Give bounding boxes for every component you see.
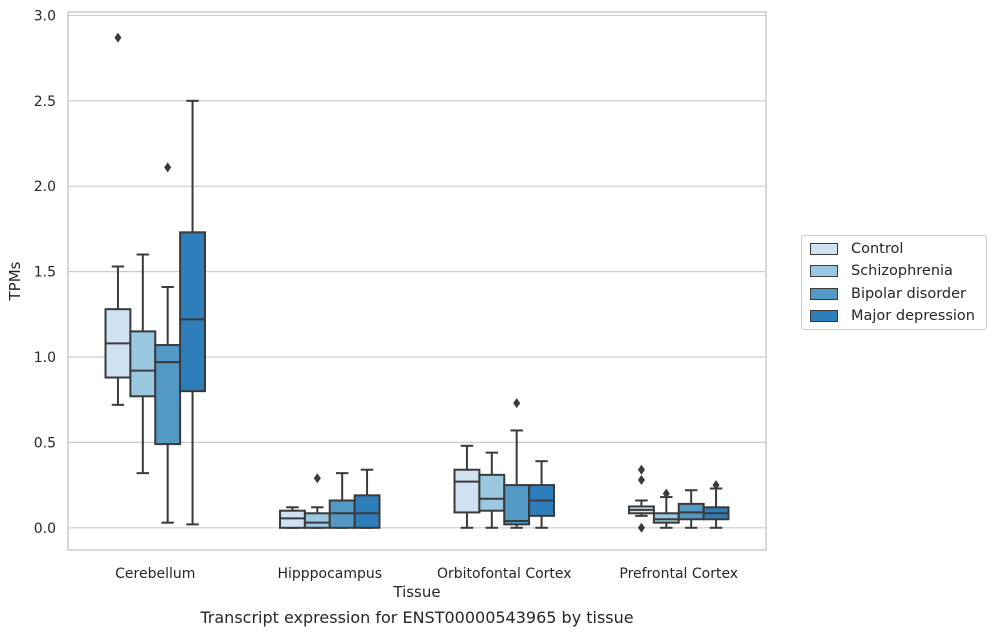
legend-swatch-schizophrenia bbox=[810, 265, 838, 277]
legend: Control Schizophrenia Bipolar disorder M… bbox=[801, 235, 987, 330]
box-iqr bbox=[303, 512, 331, 529]
x-tick-label: Orbitofontal Cortex bbox=[437, 566, 572, 582]
y-tick-label: 1.5 bbox=[34, 265, 56, 281]
box-iqr bbox=[129, 330, 157, 398]
box-2-3 bbox=[528, 460, 555, 529]
x-tick-label: Prefrontal Cortex bbox=[619, 566, 738, 582]
box-iqr bbox=[478, 473, 506, 512]
box-layer bbox=[104, 32, 730, 533]
box-0-2 bbox=[154, 162, 182, 524]
outlier-point bbox=[164, 162, 172, 173]
legend-swatch-major-depression bbox=[810, 310, 838, 322]
grid-lines bbox=[68, 14, 766, 529]
legend-label-major-depression: Major depression bbox=[851, 308, 975, 324]
y-axis-label: TPMs bbox=[6, 261, 24, 301]
legend-item-major-depression: Major depression bbox=[810, 306, 975, 326]
box-iqr bbox=[652, 512, 680, 524]
y-tick-label: 1.0 bbox=[34, 350, 56, 366]
y-tick-label: 0.0 bbox=[34, 521, 56, 537]
box-0-1 bbox=[129, 253, 157, 475]
box-1-2 bbox=[328, 472, 356, 529]
y-tick-label: 2.0 bbox=[34, 179, 56, 195]
y-tick-label: 0.5 bbox=[34, 435, 56, 451]
box-1-3 bbox=[353, 468, 381, 529]
box-1-1 bbox=[303, 473, 331, 529]
outlier-point bbox=[637, 474, 645, 485]
x-tick-label: Hipppocampus bbox=[277, 566, 382, 582]
y-tick-labels: 0.0 0.5 1.0 1.5 2.0 2.5 3.0 bbox=[34, 8, 56, 536]
legend-swatch-bipolar-disorder bbox=[810, 288, 838, 300]
box-2-0 bbox=[453, 444, 481, 529]
box-0-3 bbox=[179, 99, 206, 526]
outlier-point bbox=[662, 488, 670, 499]
box-iqr bbox=[353, 494, 381, 529]
chart-caption: Transcript expression for ENST0000054396… bbox=[200, 608, 634, 627]
y-tick-label: 3.0 bbox=[34, 8, 56, 24]
box-iqr bbox=[503, 484, 531, 526]
box-1-0 bbox=[279, 506, 306, 529]
box-iqr bbox=[154, 344, 182, 446]
legend-swatch-control bbox=[810, 243, 838, 255]
legend-label-schizophrenia: Schizophrenia bbox=[851, 263, 953, 279]
outlier-point bbox=[637, 464, 645, 475]
outlier-point bbox=[313, 473, 321, 484]
box-iqr bbox=[179, 231, 206, 393]
box-2-2 bbox=[503, 398, 531, 529]
legend-item-control: Control bbox=[810, 239, 903, 259]
y-tick-label: 2.5 bbox=[34, 94, 56, 110]
x-tick-label: Cerebellum bbox=[115, 566, 195, 582]
box-0-0 bbox=[104, 32, 132, 406]
x-axis-label: Tissue bbox=[392, 583, 440, 601]
outlier-point bbox=[114, 32, 122, 43]
outlier-point bbox=[637, 522, 645, 533]
legend-item-bipolar-disorder: Bipolar disorder bbox=[810, 284, 966, 304]
outlier-point bbox=[513, 398, 521, 409]
box-iqr bbox=[453, 468, 481, 514]
box-3-0 bbox=[628, 464, 655, 533]
x-tick-labels: Cerebellum Hipppocampus Orbitofontal Corte… bbox=[115, 566, 738, 582]
legend-label-control: Control bbox=[851, 241, 904, 257]
legend-label-bipolar-disorder: Bipolar disorder bbox=[851, 286, 966, 302]
plot-frame bbox=[67, 11, 767, 551]
box-3-2 bbox=[677, 489, 705, 529]
legend-item-schizophrenia: Schizophrenia bbox=[810, 261, 953, 281]
outlier-point bbox=[712, 480, 720, 491]
box-3-1 bbox=[652, 488, 680, 529]
box-2-1 bbox=[478, 451, 506, 529]
box-3-3 bbox=[702, 480, 730, 529]
